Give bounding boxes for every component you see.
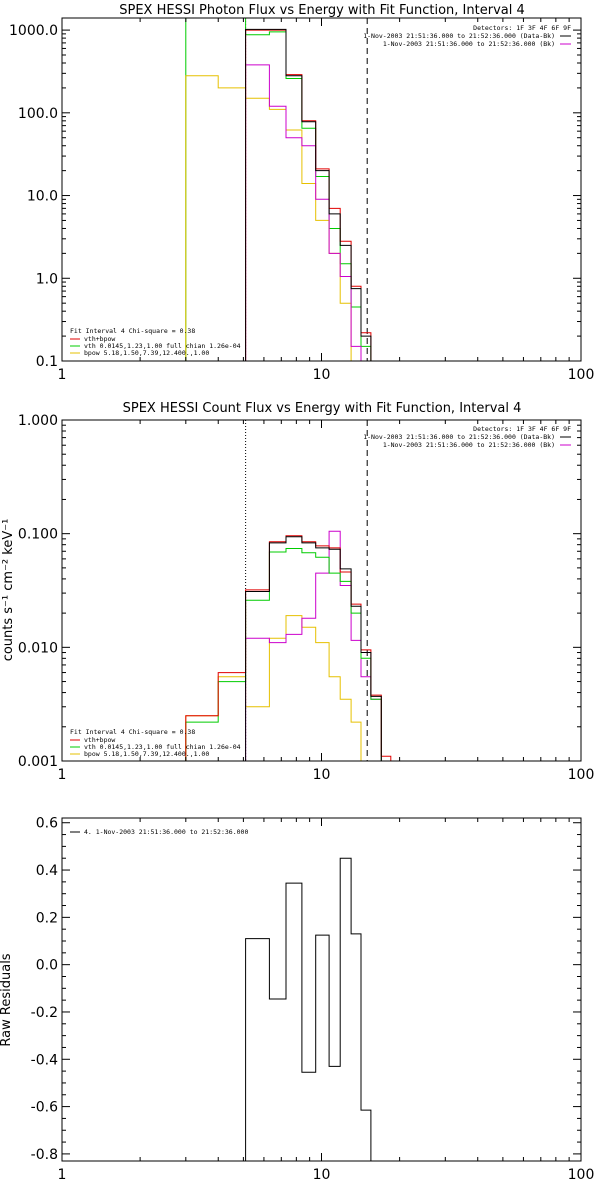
count-y-tick-label: 0.010 [18, 640, 58, 656]
count-legend-total: vth+bpow [84, 736, 115, 744]
photon-info-block: Detectors: 1F 3F 4F 6F 9F 1-Nov-2003 21:… [363, 24, 571, 48]
photon-detectors-text: Detectors: 1F 3F 4F 6F 9F [473, 24, 571, 32]
photon-legend-total: vth+bpow [84, 335, 115, 343]
photon-data-interval-text: 1-Nov-2003 21:51:36.000 to 21:52:36.000 … [363, 32, 555, 40]
count-bk-interval-text: 1-Nov-2003 21:51:36.000 to 21:52:36.000 … [383, 441, 555, 449]
residual-frame [61, 817, 582, 1162]
resid-x-tick-label: 10 [313, 1167, 331, 1183]
count-plot-area [185, 420, 392, 761]
count-frame [61, 419, 582, 762]
count-series-bpow [185, 615, 391, 761]
count-info-block: Detectors: 1F 3F 4F 6F 9F 1-Nov-2003 21:… [363, 425, 571, 449]
photon-legend-bpow: bpow 5.18,1.50,7.39,12.400.,1.00 [84, 349, 209, 357]
photon-y-tick-label: 1000.0 [9, 23, 58, 39]
photon-y-tick-label: 10.0 [27, 189, 58, 205]
count-x-tick-label: 100 [568, 767, 595, 783]
photon-x-tick-label: 10 [313, 367, 331, 383]
count-y-tick-label: 0.100 [18, 527, 58, 543]
residual-axes: 1 10 100 -0.8 -0.6 -0.4 -0.2 0.0 0.2 0.4 0.6 [31, 816, 595, 1183]
count-y-tick-label: 0.001 [18, 754, 58, 770]
photon-x-tick-label: 100 [568, 367, 595, 383]
photon-legend: Fit Interval 4 Chi-square = 0.38 vth+bpo… [70, 327, 241, 357]
resid-y-tick-label: -0.4 [31, 1052, 58, 1068]
count-legend: Fit Interval 4 Chi-square = 0.38 vth+bpo… [70, 728, 241, 758]
photon-x-tick-label: 1 [58, 367, 67, 383]
photon-frame [61, 17, 582, 362]
resid-y-tick-label: 0.4 [36, 863, 58, 879]
count-x-tick-label: 1 [58, 767, 67, 783]
count-detectors-text: Detectors: 1F 3F 4F 6F 9F [473, 425, 571, 433]
count-x-tick-label: 10 [313, 767, 331, 783]
count-panel: SPEX HESSI Count Flux vs Energy with Fit… [1, 401, 594, 783]
photon-y-tick-label: 100.0 [18, 106, 58, 122]
residual-legend: 4. 1-Nov-2003 21:51:36.000 to 21:52:36.0… [70, 828, 248, 836]
residual-panel: 1 10 100 -0.8 -0.6 -0.4 -0.2 0.0 0.2 0.4 0.6 Raw R… [0, 816, 594, 1183]
count-data-interval-text: 1-Nov-2003 21:51:36.000 to 21:52:36.000 … [363, 433, 555, 441]
count-legend-header: Fit Interval 4 Chi-square = 0.38 [70, 728, 195, 736]
residual-plot-area [245, 857, 372, 1161]
photon-legend-vth: vth 0.0145,1.23,1.00 full chian 1.26e-04 [84, 342, 241, 350]
photon-title: SPEX HESSI Photon Flux vs Energy with Fi… [119, 3, 525, 18]
photon-series-vth [185, 18, 372, 361]
photon-series-vth-bpow [245, 29, 372, 361]
photon-legend-header: Fit Interval 4 Chi-square = 0.38 [70, 327, 195, 335]
resid-y-tick-label: 0.2 [36, 910, 58, 926]
photon-axes: 1 10 100 0.1 1.0 10.0 100.0 1000.0 [9, 18, 594, 383]
count-axes: 1 10 100 0.001 0.010 0.100 1.000 [18, 413, 594, 783]
photon-series-observed [245, 28, 372, 361]
resid-y-tick-label: -0.2 [31, 1005, 58, 1021]
photon-plot-area [185, 18, 372, 361]
resid-y-tick-label: 0.0 [36, 958, 58, 974]
count-series-vth [185, 548, 391, 761]
resid-y-tick-label: -0.8 [31, 1147, 58, 1163]
photon-series-background [245, 64, 371, 361]
count-series-vth-bpow [185, 535, 392, 761]
resid-y-tick-label: -0.6 [31, 1100, 58, 1116]
resid-x-tick-label: 100 [568, 1167, 595, 1183]
count-y-axis-label: counts s⁻¹ cm⁻² keV⁻¹ [1, 519, 16, 662]
photon-series-bpow [185, 75, 371, 361]
residual-legend-label: 4. 1-Nov-2003 21:51:36.000 to 21:52:36.0… [84, 828, 248, 836]
photon-y-tick-label: 1.0 [36, 271, 58, 287]
photon-y-tick-label: 0.1 [36, 354, 58, 370]
count-series-observed [245, 536, 391, 761]
count-series-background [245, 530, 391, 761]
residual-y-axis-label: Raw Residuals [0, 953, 14, 1046]
count-y-tick-label: 1.000 [18, 413, 58, 429]
photon-bk-interval-text: 1-Nov-2003 21:51:36.000 to 21:52:36.000 … [383, 40, 555, 48]
resid-series-observed [245, 857, 372, 1161]
photon-panel: SPEX HESSI Photon Flux vs Energy with Fi… [9, 3, 594, 383]
count-legend-bpow: bpow 5.18,1.50,7.39,12.400.,1.00 [84, 750, 209, 758]
resid-y-tick-label: 0.6 [36, 816, 58, 832]
count-legend-vth: vth 0.0145,1.23,1.00 full chian 1.26e-04 [84, 743, 241, 751]
count-title: SPEX HESSI Count Flux vs Energy with Fit… [123, 401, 522, 416]
resid-x-tick-label: 1 [58, 1167, 67, 1183]
